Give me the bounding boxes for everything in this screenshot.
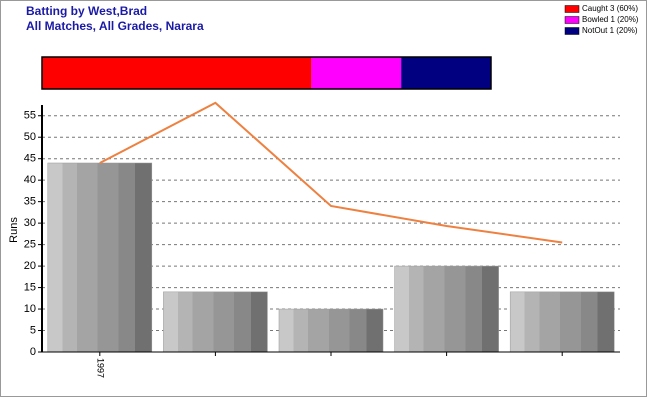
legend-swatch <box>564 16 580 24</box>
stack-segment <box>401 57 491 89</box>
stack-segment <box>42 57 312 89</box>
y-tick-label: 45 <box>24 153 36 165</box>
bar <box>278 308 384 353</box>
legend-label: Caught 3 (60%) <box>582 4 638 13</box>
y-tick-label: 30 <box>24 217 36 229</box>
y-tick-label: 25 <box>24 239 36 251</box>
bar <box>394 265 499 353</box>
y-axis-label: Runs <box>8 217 20 243</box>
stack-border <box>41 56 492 90</box>
bar <box>163 291 268 353</box>
x-tick-label: 1997 <box>95 358 105 378</box>
stack-segment <box>311 57 402 89</box>
y-tick-label: 15 <box>24 281 36 293</box>
bar <box>509 291 615 353</box>
y-tick-label: 35 <box>24 196 36 208</box>
legend-label: Bowled 1 (20%) <box>582 15 639 24</box>
y-tick-label: 40 <box>24 174 36 186</box>
y-tick-label: 55 <box>24 110 36 122</box>
legend-swatch <box>564 5 580 13</box>
line <box>99 101 563 244</box>
legend-label: NotOut 1 (20%) <box>582 26 638 35</box>
y-tick-label: 0 <box>30 346 36 358</box>
y-tick-label: 20 <box>24 260 36 272</box>
bar <box>47 162 153 353</box>
chart-subtitle: All Matches, All Grades, Narara <box>26 19 204 33</box>
y-tick-label: 10 <box>24 303 36 315</box>
legend-swatch <box>564 27 580 35</box>
y-tick-label: 5 <box>30 324 36 336</box>
y-tick-label: 50 <box>24 131 36 143</box>
chart-title: Batting by West,Brad <box>26 4 147 18</box>
